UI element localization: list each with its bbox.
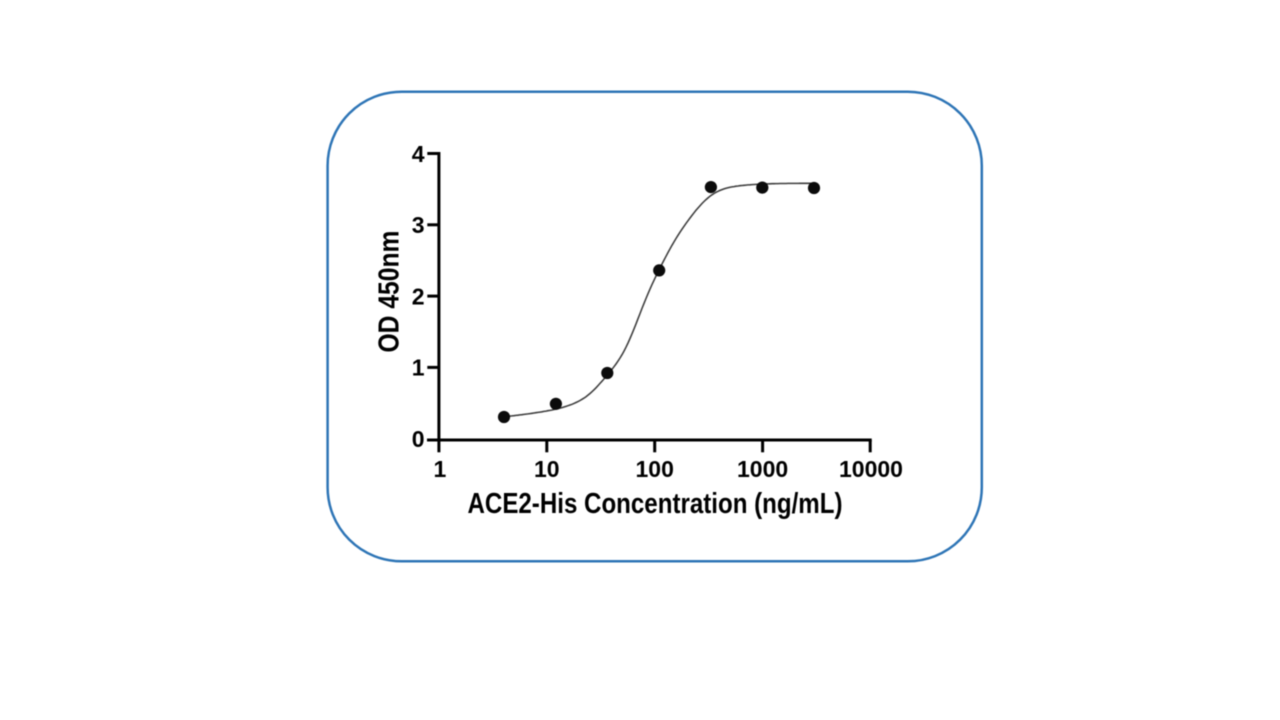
svg-text:100: 100 (636, 456, 674, 482)
svg-text:1: 1 (412, 355, 425, 381)
svg-text:0: 0 (412, 426, 425, 452)
svg-text:OD 450nm: OD 450nm (374, 231, 406, 353)
svg-text:ACE2-His Concentration (ng/mL): ACE2-His Concentration (ng/mL) (468, 488, 843, 520)
svg-text:10000: 10000 (839, 456, 903, 482)
svg-text:1: 1 (434, 456, 447, 482)
svg-text:10: 10 (534, 456, 560, 482)
svg-text:2: 2 (412, 283, 425, 309)
svg-text:4: 4 (412, 141, 425, 167)
svg-text:1000: 1000 (737, 456, 788, 482)
svg-text:3: 3 (412, 212, 425, 238)
